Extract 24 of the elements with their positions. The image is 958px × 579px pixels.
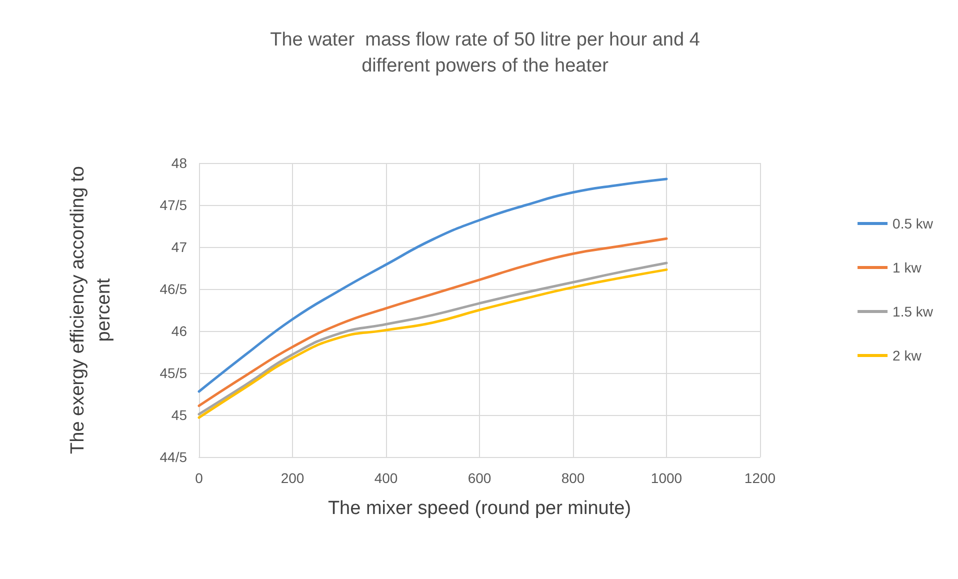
y-tick-label: 47 [171,239,188,255]
x-axis-title: The mixer speed (round per minute) [328,498,632,519]
x-tick-label: 1000 [650,470,682,486]
line-series [198,237,668,408]
x-tick-label: 600 [468,470,492,486]
legend-label: 0.5 kw [892,216,934,232]
y-tick-label: 46 [171,323,188,339]
y-axis-title: The exergy efficiency according to percent [68,166,114,454]
x-tick-label: 400 [374,470,398,486]
y-tick-label: 47/5 [160,197,188,213]
chart-title: The water mass flow rate of 50 litre per hour and 4 different powers of the heater [270,30,700,76]
y-tick-label: 45/5 [160,365,188,381]
y-tick-label: 44/5 [160,449,188,465]
x-tick-label: 1200 [744,470,776,486]
legend-label: 1 kw [892,260,922,276]
y-tick-label: 46/5 [160,281,188,297]
x-tick-label: 0 [195,470,204,486]
y-tick-label: 45 [171,407,188,423]
x-tick-label: 200 [280,470,304,486]
line-series [198,178,668,393]
x-tick-label: 800 [561,470,585,486]
legend-label: 1.5 kw [892,304,934,320]
legend-label: 2 kw [892,348,922,364]
y-tick-label: 48 [171,155,188,171]
